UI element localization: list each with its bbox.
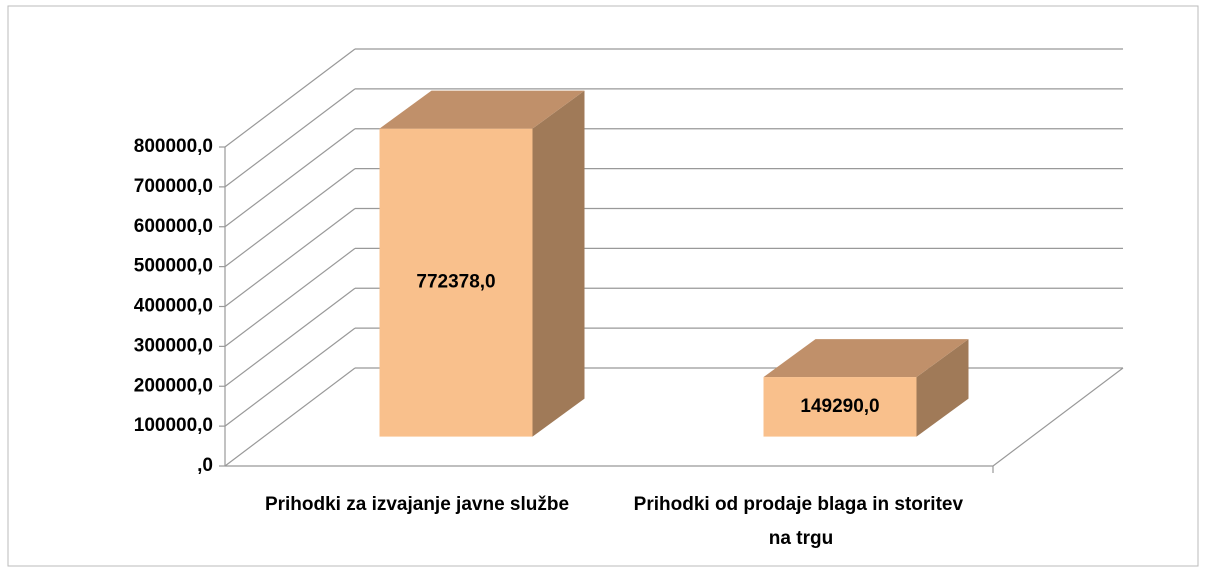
y-tick-label: 400000,0 xyxy=(134,296,213,317)
chart-border xyxy=(7,5,1199,567)
bar-top xyxy=(763,339,969,378)
side-grid-line xyxy=(224,287,356,387)
side-grid-line xyxy=(224,88,356,188)
bar-top xyxy=(379,90,585,129)
side-grid-line xyxy=(224,128,356,228)
data-label: 149290,0 xyxy=(800,396,879,417)
side-grid-line xyxy=(224,367,356,467)
y-tick-label: 200000,0 xyxy=(134,375,213,396)
side-grid-line xyxy=(224,208,356,307)
side-grid-line xyxy=(224,247,356,347)
y-tick-label: ,0 xyxy=(197,455,213,476)
y-tick-label: 500000,0 xyxy=(134,256,213,277)
x-tick-label: Prihodki za izvajanje javne službe xyxy=(265,494,569,515)
y-tick-label: 600000,0 xyxy=(134,216,213,237)
bar-side xyxy=(532,90,585,437)
side-grid-line xyxy=(224,327,356,427)
y-tick-label: 300000,0 xyxy=(134,335,213,356)
y-tick-label: 800000,0 xyxy=(134,136,213,157)
bar-side xyxy=(916,339,969,437)
side-grid-line xyxy=(224,168,356,268)
y-tick-label: 700000,0 xyxy=(134,176,213,197)
data-label: 772378,0 xyxy=(416,272,495,293)
x-tick-label: Prihodki od prodaje blaga in storitev na… xyxy=(634,494,969,549)
side-grid-line xyxy=(224,48,356,148)
y-tick-label: 100000,0 xyxy=(134,415,213,436)
bar xyxy=(379,128,533,437)
bar xyxy=(763,377,917,437)
